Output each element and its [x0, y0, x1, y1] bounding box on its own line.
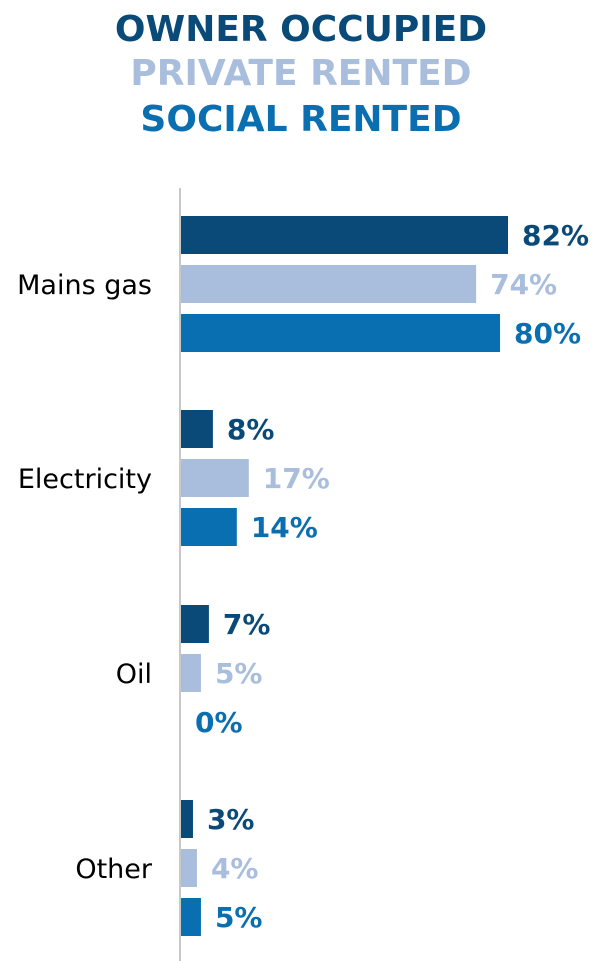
- category-label-oil: Oil: [116, 659, 152, 690]
- value-label-mains-gas-private-rented: 74%: [490, 268, 557, 301]
- value-label-mains-gas-social-rented: 80%: [514, 317, 581, 350]
- bar-electricity-social-rented: [181, 508, 237, 546]
- bar-electricity-private-rented: [181, 459, 249, 497]
- value-label-oil-private-rented: 5%: [215, 657, 263, 690]
- bar-electricity-owner-occupied: [181, 410, 213, 448]
- bar-mains-gas-owner-occupied: [181, 216, 508, 254]
- bar-mains-gas-social-rented: [181, 314, 501, 352]
- legend-owner-occupied: OWNER OCCUPIED: [114, 9, 488, 50]
- value-label-mains-gas-owner-occupied: 82%: [522, 219, 589, 252]
- value-label-oil-owner-occupied: 7%: [223, 608, 271, 641]
- value-labels: 82% 74% 80% 8% 17% 14% 7% 5% 0% 3% 4% 5%: [195, 219, 589, 934]
- category-label-other: Other: [75, 854, 153, 885]
- value-label-electricity-social-rented: 14%: [251, 511, 318, 544]
- bar-mains-gas-private-rented: [181, 265, 477, 303]
- value-label-other-private-rented: 4%: [211, 852, 259, 885]
- value-label-electricity-private-rented: 17%: [263, 462, 330, 495]
- bar-oil-private-rented: [181, 654, 201, 692]
- value-label-other-owner-occupied: 3%: [207, 803, 255, 836]
- category-labels: Mains gas Electricity Oil Other: [17, 270, 153, 885]
- value-label-oil-social-rented: 0%: [195, 706, 243, 739]
- bars: [181, 216, 508, 936]
- bar-other-social-rented: [181, 898, 201, 936]
- bar-other-owner-occupied: [181, 800, 193, 838]
- category-label-mains-gas: Mains gas: [17, 270, 152, 301]
- bar-oil-owner-occupied: [181, 605, 209, 643]
- value-label-electricity-owner-occupied: 8%: [227, 413, 275, 446]
- category-label-electricity: Electricity: [18, 464, 152, 495]
- bar-other-private-rented: [181, 849, 197, 887]
- legend-private-rented: PRIVATE RENTED: [130, 53, 472, 94]
- value-label-other-social-rented: 5%: [215, 901, 263, 934]
- legend-social-rented: SOCIAL RENTED: [140, 99, 462, 140]
